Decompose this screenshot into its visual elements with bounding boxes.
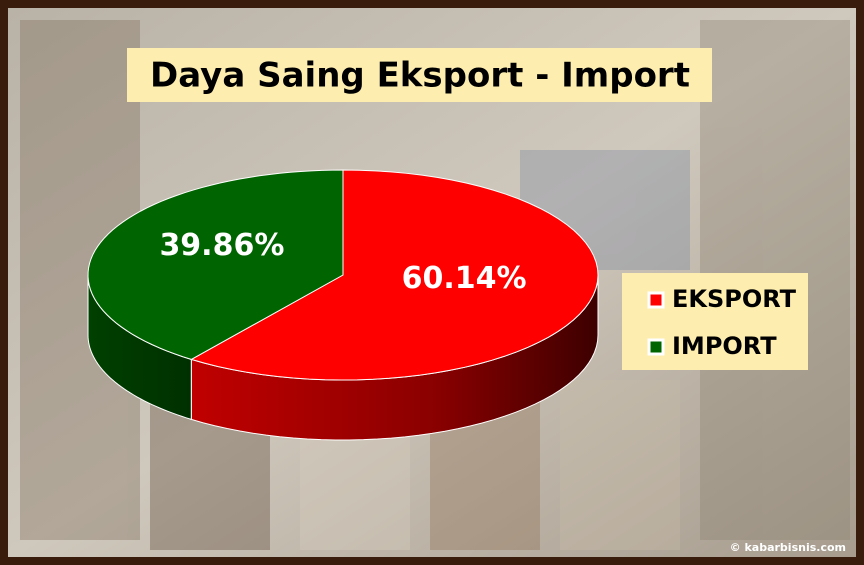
background-photo xyxy=(20,20,850,550)
slice xyxy=(190,169,599,381)
legend-marker xyxy=(647,338,665,356)
chart-title: Daya Saing Eksport - Import xyxy=(150,56,690,96)
slice xyxy=(87,169,344,360)
value-label: 39.86% xyxy=(159,228,284,263)
legend-marker xyxy=(647,291,665,309)
title-box xyxy=(127,48,712,102)
watermark: © kabarbisnis.com xyxy=(730,541,846,554)
legend-label: IMPORT xyxy=(672,332,777,360)
pie: 60.14% 39.86% xyxy=(87,169,599,441)
legend-label: EKSPORT xyxy=(672,285,797,313)
value-label: 60.14% xyxy=(402,261,527,296)
